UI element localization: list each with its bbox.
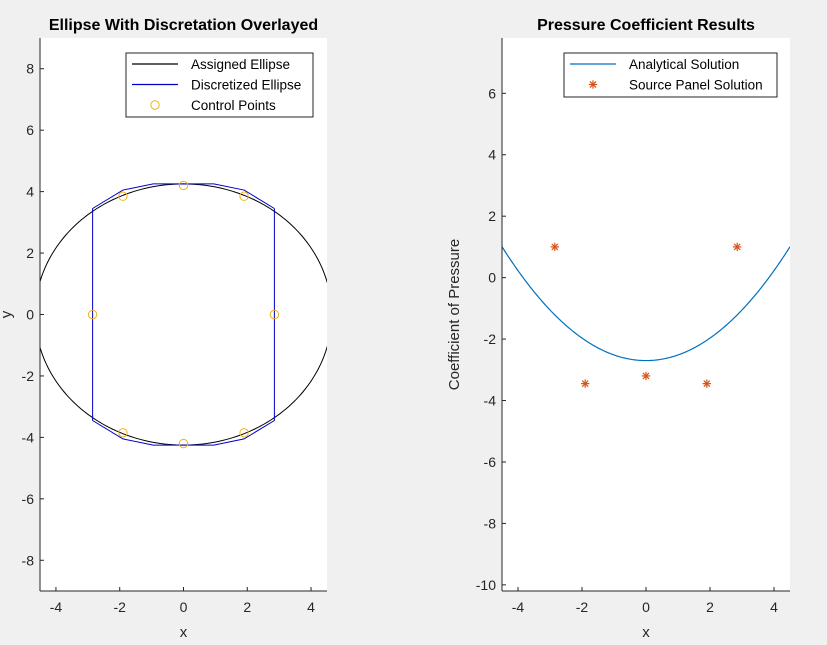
- chart2-y-axis-label: Coefficient of Pressure: [446, 239, 463, 390]
- chart2-y-tick-label: -6: [484, 454, 497, 470]
- chart2-x-axis-label: x: [642, 624, 650, 641]
- chart2-y-tick-label: 6: [488, 85, 496, 101]
- chart2-data-layer: [502, 242, 790, 388]
- chart2-y-tick-label: 2: [488, 208, 496, 224]
- chart1-data-layer: [40, 180, 327, 449]
- chart2-series-source-panel-solution-point: [733, 242, 742, 252]
- chart2-series-source-panel-solution-point: [581, 379, 590, 388]
- chart2-x-tick-label: 2: [706, 599, 714, 615]
- chart1-series-assigned-ellipse: [40, 183, 327, 446]
- chart2-series-source-panel-solution-point-stroke: [733, 243, 741, 251]
- chart1-series-discretized-ellipse: [92, 183, 275, 446]
- chart2-legend-swatch: [588, 80, 598, 89]
- chart2-legend-swatch-stroke: [589, 81, 597, 88]
- chart1-y-tick-label: 0: [26, 307, 34, 323]
- chart1-series-control-points-point: [239, 191, 249, 201]
- chart1-y-tick-label: 8: [26, 61, 34, 77]
- chart1-legend-entry: Discretized Ellipse: [191, 78, 301, 93]
- chart2-y-tick-label: -8: [484, 515, 497, 531]
- chart1-y-tick-label: -2: [22, 368, 35, 384]
- chart2-y-tick-label: 4: [488, 147, 496, 163]
- chart1-x-tick-label: -4: [50, 599, 63, 615]
- chart2-series-source-panel-solution-point: [702, 379, 711, 388]
- chart1-y-tick-label: -8: [22, 552, 35, 568]
- chart1-x-tick-label: 2: [243, 599, 251, 615]
- chart1-x-tick-label: 0: [180, 599, 188, 615]
- chart2-title: Pressure Coefficient Results: [537, 17, 755, 34]
- chart1-legend-entry: Control Points: [191, 98, 276, 113]
- chart2-y-tick-label: -2: [484, 331, 497, 347]
- chart2-series-source-panel-solution-point-stroke: [703, 380, 711, 388]
- chart2-plot-area: [502, 38, 790, 591]
- chart2-series-source-panel-solution-point-stroke: [581, 380, 589, 388]
- chart1-y-tick-label: -4: [22, 429, 35, 445]
- chart2-x-tick-label: 0: [642, 599, 650, 615]
- chart2-y-tick-label: -4: [484, 393, 497, 409]
- chart1-x-tick-label: 4: [307, 599, 315, 615]
- chart1-y-tick-label: 2: [26, 245, 34, 261]
- chart1-y-tick-label: 6: [26, 122, 34, 138]
- chart1-x-axis-label: x: [180, 624, 188, 641]
- chart2-x-tick-label: 4: [770, 599, 778, 615]
- chart1-series-control-points-point: [178, 438, 189, 449]
- chart1-legend-swatch: [150, 100, 160, 110]
- chart2-series-analytical-solution: [502, 246, 790, 362]
- chart1-series-control-points-point: [118, 191, 128, 201]
- chart2-series-source-panel-solution-point-stroke: [551, 243, 559, 251]
- chart1-series-control-points-point: [87, 309, 98, 320]
- chart1-y-tick-label: -6: [22, 491, 35, 507]
- chart2-x-tick-label: -4: [512, 599, 525, 615]
- chart2-series-source-panel-solution-point: [641, 371, 651, 381]
- chart1-legend-entry: Assigned Ellipse: [191, 57, 290, 72]
- chart1-y-tick-label: 4: [26, 184, 34, 200]
- chart1-series-control-points-point: [178, 180, 189, 191]
- chart1-title: Ellipse With Discretation Overlayed: [49, 17, 318, 34]
- chart2-y-tick-label: 0: [488, 270, 496, 286]
- chart1-series-control-points-point: [118, 428, 128, 438]
- chart2-series-source-panel-solution-point: [550, 242, 559, 252]
- chart1-series-control-points-point: [239, 428, 249, 438]
- chart2-legend-entry: Analytical Solution: [629, 57, 739, 72]
- chart1-y-axis-label: y: [0, 310, 15, 318]
- chart1-x-tick-label: -2: [113, 599, 126, 615]
- chart2-y-tick-label: -10: [476, 577, 496, 593]
- chart1-series-control-points-point: [269, 309, 280, 320]
- chart2-x-tick-label: -2: [576, 599, 589, 615]
- chart1-plot-area: [40, 38, 327, 591]
- chart2-series-source-panel-solution-point-stroke: [642, 372, 650, 380]
- chart2-legend-box: [563, 52, 778, 98]
- chart2-legend-entry: Source Panel Solution: [629, 78, 763, 93]
